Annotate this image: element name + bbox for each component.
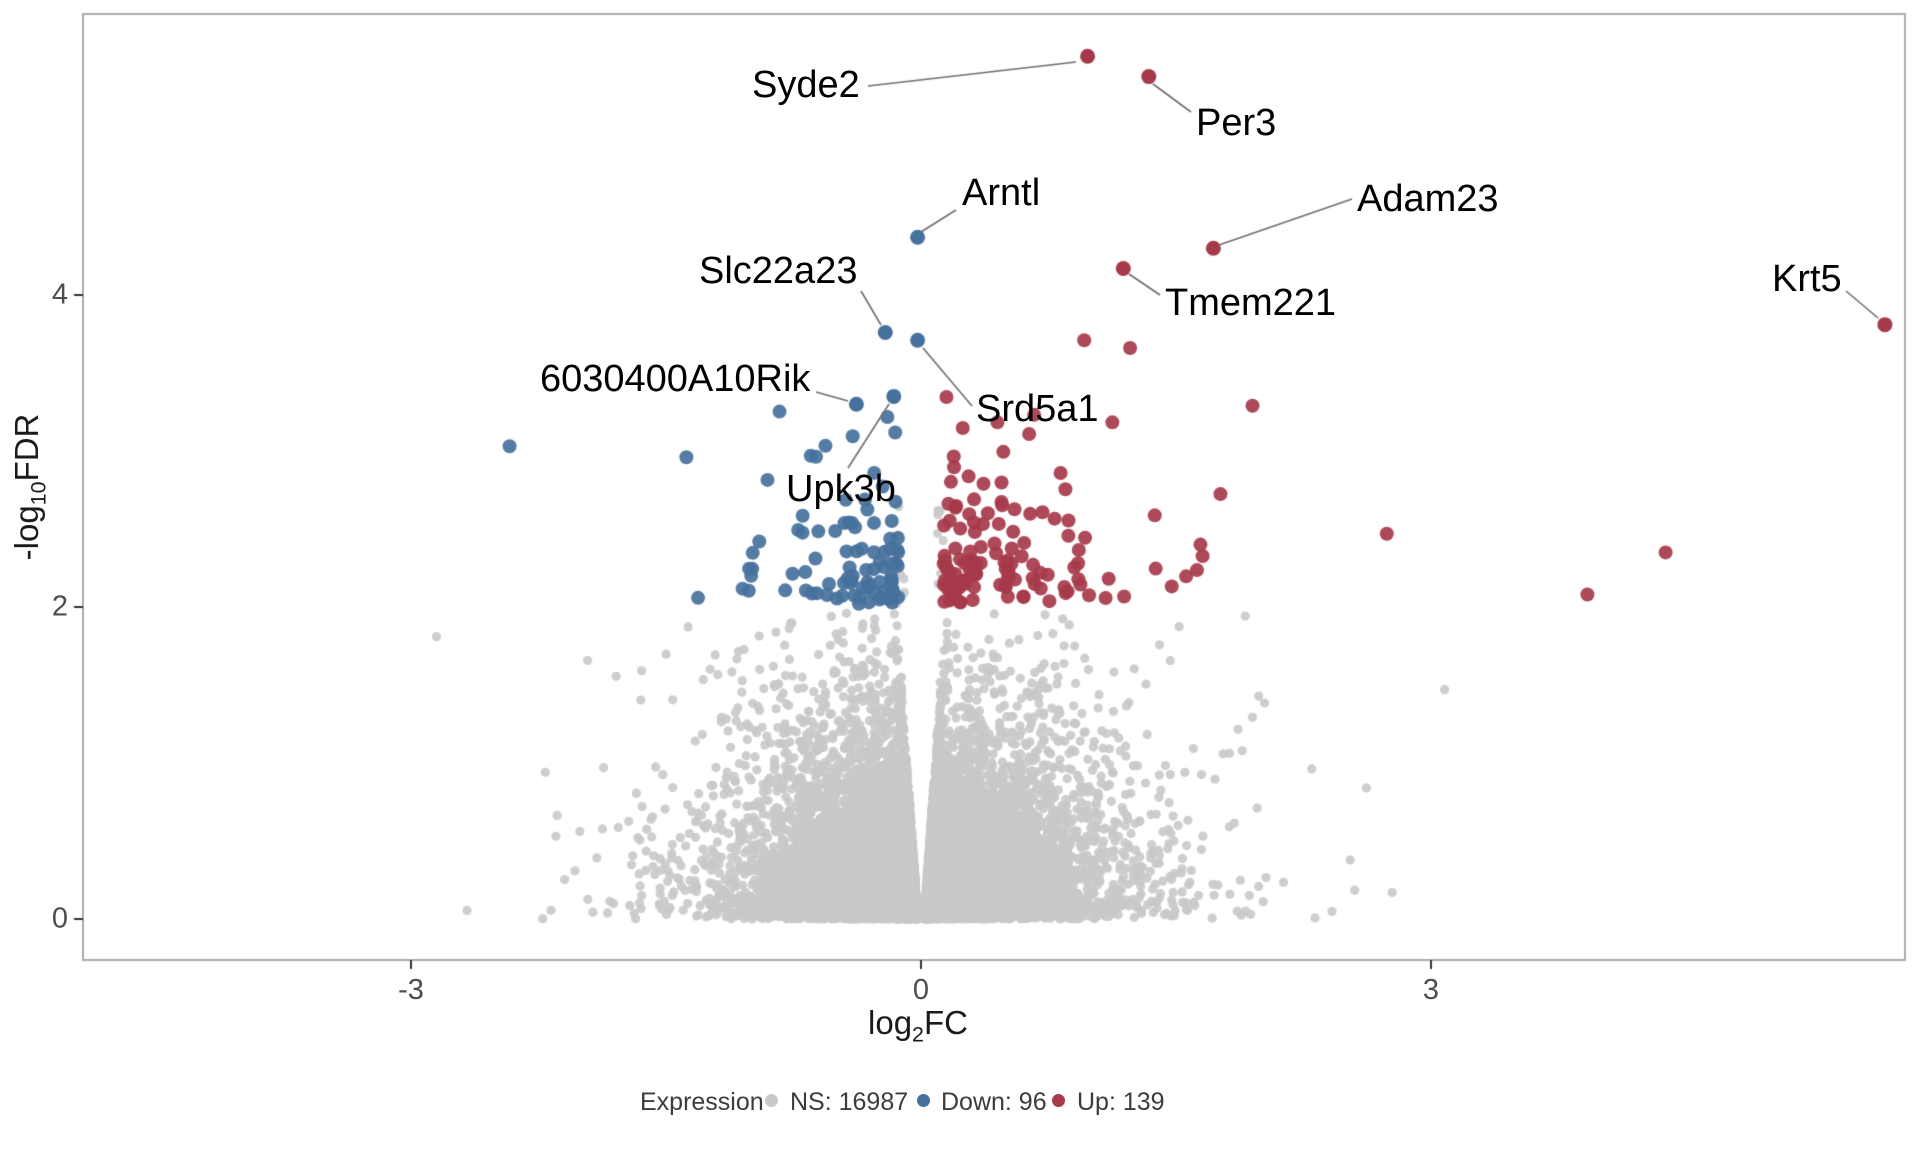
y-axis-title-subscript: 10 — [26, 481, 51, 506]
x-tick-label-0: 0 — [912, 974, 930, 1006]
y-tick-label-2: 2 — [51, 590, 68, 623]
legend-label-up: Up: 139 — [1077, 1088, 1165, 1116]
y-tick-label-0: 0 — [51, 902, 68, 935]
legend: Expression NS: 16987 Down: 96 Up: 139 — [0, 1086, 1920, 1146]
legend-label-ns: NS: 16987 — [790, 1088, 909, 1116]
gene-label-6030400a10rik: 6030400A10Rik — [540, 358, 811, 400]
y-tick-label-4: 4 — [51, 278, 68, 311]
y-axis-title-prefix: -log — [7, 505, 45, 561]
legend-title: Expression — [640, 1088, 764, 1116]
x-tick-label-3: 3 — [1422, 974, 1440, 1006]
legend-label-down: Down: 96 — [941, 1088, 1047, 1116]
gene-label-upk3b: Upk3b — [786, 468, 896, 510]
gene-label-syde2: Syde2 — [752, 64, 860, 106]
gene-label-arntl: Arntl — [962, 172, 1041, 214]
gene-label-krt5: Krt5 — [1772, 258, 1842, 300]
x-axis-title-prefix: log — [868, 1004, 913, 1041]
legend-dot-up — [1052, 1094, 1065, 1107]
legend-dot-ns — [765, 1094, 778, 1107]
legend-dot-down — [917, 1094, 930, 1107]
gene-label-srd5a1: Srd5a1 — [976, 388, 1099, 430]
x-axis-title: log2FC — [868, 1006, 968, 1046]
x-tick-label--3: -3 — [398, 974, 424, 1006]
x-axis-title-subscript: 2 — [912, 1022, 924, 1047]
gene-label-adam23: Adam23 — [1357, 178, 1499, 220]
y-axis-title-suffix: FDR — [7, 413, 45, 482]
y-axis-title: -log10FDR — [7, 413, 51, 561]
gene-label-slc22a23: Slc22a23 — [699, 250, 858, 292]
gene-label-tmem221: Tmem221 — [1165, 282, 1337, 324]
x-axis-title-suffix: FC — [923, 1004, 968, 1041]
gene-label-per3: Per3 — [1196, 102, 1277, 144]
